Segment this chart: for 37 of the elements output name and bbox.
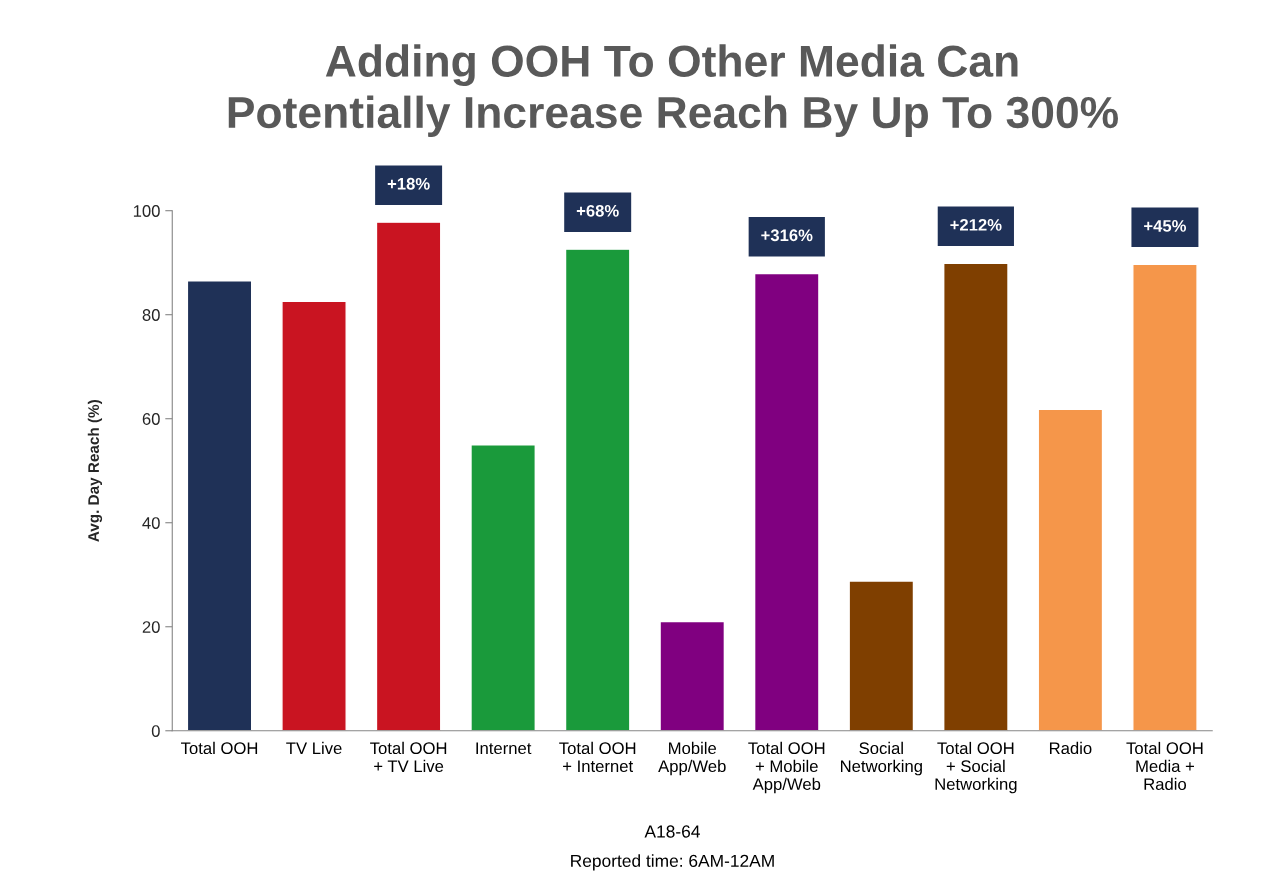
bar	[564, 248, 631, 731]
bar	[1037, 408, 1104, 731]
annotation: +212%	[950, 218, 1002, 231]
y-tick-label: 80	[142, 309, 160, 321]
text: Reported time: 6AM-12AM	[571, 854, 774, 871]
y-tick-label: 0	[151, 725, 160, 737]
text: A18-64	[644, 825, 700, 838]
annotation: +18%	[387, 177, 430, 190]
y-tick-label: 100	[133, 205, 160, 217]
chart-title: Adding OOH To Other Media Can Potentially Increase Reach By Up To 300%	[228, 44, 1118, 138]
y-tick-label: 20	[142, 621, 160, 633]
x-tick-label: Social Networking	[841, 741, 922, 776]
bar	[943, 262, 1009, 731]
x-tick-label: Total OOH + Social Networking	[935, 741, 1017, 794]
bar	[848, 580, 915, 731]
bar	[375, 221, 442, 731]
x-tick-label: Total OOH + Mobile App/Web	[748, 741, 825, 794]
y-tick-label: 60	[142, 413, 160, 425]
y-axis-title: Avg. Day Reach (%)	[87, 400, 103, 542]
bar	[470, 444, 536, 731]
bar	[1132, 263, 1198, 731]
x-tick-label: TV Live	[286, 741, 342, 755]
annotation: +68%	[576, 204, 619, 217]
bar	[659, 620, 726, 731]
y-tick-label: 40	[142, 517, 160, 529]
bar	[186, 280, 253, 731]
x-tick-label: Total OOH + Internet	[559, 741, 636, 773]
annotation: +316%	[761, 229, 813, 242]
annotation: +45%	[1144, 220, 1187, 232]
x-tick-label: Mobile App/Web	[658, 741, 726, 776]
bar	[753, 272, 820, 731]
x-tick-label: Internet	[476, 742, 532, 755]
x-tick-label: Total OOH + TV Live	[370, 741, 447, 773]
x-tick-label: Radio	[1049, 741, 1092, 755]
x-tick-label: Total OOH Media + Radio	[1126, 741, 1203, 791]
bar	[281, 300, 347, 731]
x-tick-label: Total OOH	[181, 741, 258, 755]
